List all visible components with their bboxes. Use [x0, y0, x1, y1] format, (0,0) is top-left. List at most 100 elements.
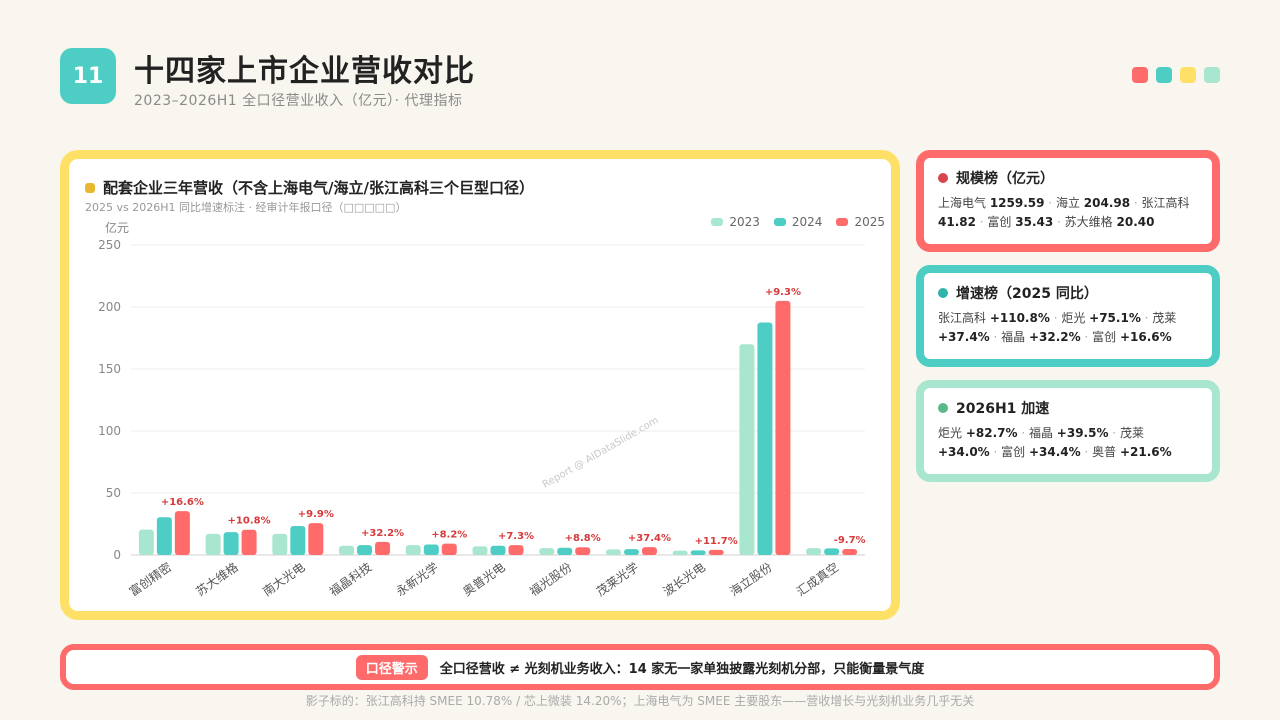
warning-text: 全口径营收 ≠ 光刻机业务收入：14 家无一家单独披露光刻机分部，只能衡量景气度 [439, 661, 925, 677]
bar [308, 523, 324, 555]
x-tick-label: 永新光学 [393, 559, 441, 599]
bar [557, 547, 573, 555]
ranking-name: 福晶 [1028, 426, 1057, 440]
separator: · [1140, 311, 1153, 325]
ranking-value: +75.1% [1089, 311, 1141, 325]
growth-annotation: +11.7% [695, 536, 738, 547]
chart-legend: 2023 2024 2025 [711, 215, 885, 229]
x-tick-label: 茂莱光学 [593, 559, 641, 599]
footer-note: 影子标的：张江高科持 SMEE 10.78% / 芯上微装 14.20%；上海电… [305, 694, 975, 708]
ranking-value: +39.5% [1056, 426, 1109, 440]
ranking-name: 苏大维格 [1064, 215, 1117, 229]
bar [138, 529, 154, 555]
info-panel-title: 2026H1 加速 [938, 398, 1198, 418]
slide-number-badge: 11 [60, 48, 116, 104]
decor-dot [1156, 67, 1172, 83]
ranking-value: +37.4% [938, 330, 990, 344]
chart-card: 0 50 100 150 200 250 +16.6% 富创精密 +10.8% 苏大维格 +9.9%… [60, 150, 900, 620]
ranking-name: 炬光 [938, 426, 966, 440]
bar [739, 344, 755, 555]
bar [672, 550, 688, 555]
watermark: Report @ AIDataSlide.com [541, 415, 661, 491]
bar [641, 547, 657, 555]
bar [472, 546, 488, 555]
ranking-value: +34.4% [1028, 445, 1081, 459]
y-tick-label: 150 [98, 362, 121, 376]
separator: · [1053, 215, 1065, 229]
info-panel: 增速榜（2025 同比） 张江高科 +110.8% · 炬光 +75.1% · 茂… [916, 265, 1220, 367]
y-tick-label: 50 [106, 486, 121, 500]
ranking-value: +21.6% [1119, 445, 1172, 459]
bar [842, 549, 858, 555]
legend-label: 2023 [729, 215, 760, 229]
separator: · [1130, 196, 1142, 210]
ranking-name: 茂莱 [1119, 426, 1144, 440]
bar [405, 545, 421, 555]
ranking-value: +82.7% [965, 426, 1018, 440]
separator: · [1080, 445, 1093, 459]
separator: · [1044, 196, 1056, 210]
ranking-name: 富创 [1001, 445, 1029, 459]
separator: · [975, 215, 988, 229]
ranking-name: 海立 [1055, 196, 1084, 210]
decor-dot [1132, 67, 1148, 83]
legend-label: 2025 [854, 215, 885, 229]
bar [708, 549, 724, 555]
bar [605, 549, 621, 555]
bar [508, 545, 524, 555]
bullet-icon [938, 173, 948, 183]
ranking-name: 福晶 [1001, 330, 1029, 344]
ranking-name: 张江高科 [938, 311, 990, 325]
growth-annotation: +37.4% [628, 533, 671, 544]
y-tick-label: 0 [113, 548, 121, 562]
legend-swatch [773, 218, 786, 226]
bar-chart: 0 50 100 150 200 250 +16.6% 富创精密 +10.8% 苏大维格 +9.9%… [98, 238, 865, 599]
page-title: 十四家上市企业营收对比 [134, 54, 475, 89]
bar [575, 547, 591, 555]
legend-item: 2024 [773, 215, 822, 229]
bar [806, 548, 822, 555]
bar [174, 511, 190, 555]
x-tick-label: 富创精密 [126, 559, 174, 599]
bar [290, 525, 306, 555]
bar [156, 517, 172, 555]
bar [623, 549, 639, 555]
separator: · [989, 330, 1002, 344]
ranking-value: 41.82 [938, 215, 976, 229]
separator: · [1108, 426, 1120, 440]
ranking-value: 20.40 [1116, 215, 1155, 229]
y-tick-label: 100 [98, 424, 121, 438]
ranking-value: +34.0% [938, 445, 990, 459]
info-panel-title-text: 2026H1 加速 [956, 401, 1050, 417]
x-tick-label: 南大光电 [260, 559, 308, 599]
x-tick-label: 福晶科技 [326, 559, 374, 599]
info-panel-body: 炬光 +82.7% · 福晶 +39.5% · 茂莱 +34.0% · 富创 +… [938, 424, 1198, 462]
bar [490, 545, 506, 555]
info-panel-title: 增速榜（2025 同比） [938, 283, 1198, 303]
y-tick-label: 250 [98, 238, 121, 252]
growth-annotation: +8.2% [431, 530, 467, 541]
info-panel: 规模榜（亿元） 上海电气 1259.59 · 海立 204.98 · 张江高科 4… [916, 150, 1220, 252]
warning-tag: 口径警示 [355, 654, 428, 680]
x-tick-label: 福光股份 [527, 559, 575, 599]
growth-annotation: +32.2% [361, 528, 404, 539]
bar [539, 548, 555, 555]
separator: · [1080, 330, 1093, 344]
separator: · [1017, 426, 1029, 440]
legend-item: 2025 [836, 215, 885, 229]
bar [757, 322, 773, 555]
page-subtitle: 2023–2026H1 全口径营业收入（亿元）· 代理指标 [134, 93, 463, 109]
growth-annotation: +7.3% [498, 531, 534, 542]
ranking-value: +32.2% [1028, 330, 1081, 344]
caliber-warning: 口径警示 全口径营收 ≠ 光刻机业务收入：14 家无一家单独披露光刻机分部，只能… [60, 644, 1220, 690]
bar [423, 544, 439, 555]
chart-title-marker-icon [85, 182, 95, 193]
legend-item: 2023 [711, 215, 760, 229]
chart-title-text: 配套企业三年营收（不含上海电气/海立/张江高科三个巨型口径） [103, 179, 534, 197]
ranking-name: 上海电气 [938, 196, 990, 210]
growth-annotation: +10.8% [228, 516, 271, 527]
ranking-name: 富创 [1092, 330, 1120, 344]
x-tick-label: 波长光电 [661, 560, 708, 599]
growth-annotation: +9.3% [765, 287, 801, 298]
ranking-name: 炬光 [1061, 311, 1090, 325]
